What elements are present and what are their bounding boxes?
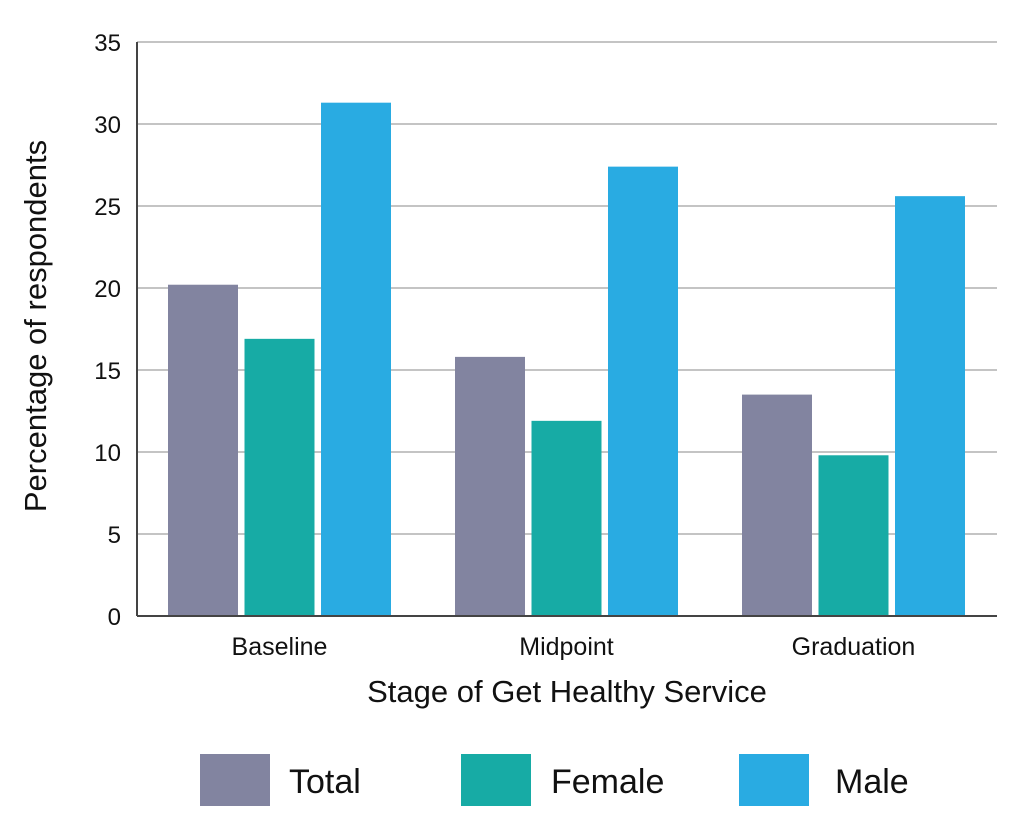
y-axis-title: Percentage of respondents [18,140,53,512]
bar-male-midpoint [608,166,678,616]
bar-total-midpoint [455,356,525,616]
y-tick-label: 10 [94,440,121,467]
bar-total-baseline [168,284,238,616]
x-tick-label: Baseline [232,633,328,661]
legend: Total Female Male [200,754,909,806]
y-axis-ticks: 0 5 10 15 20 25 30 35 [94,30,121,631]
y-tick-label: 25 [94,194,121,221]
legend-label-female: Female [551,763,664,801]
bar-male-baseline [321,102,391,617]
bar-male-graduation [895,196,965,616]
y-tick-label: 30 [94,112,121,139]
x-axis-ticks: Baseline Midpoint Graduation [232,633,916,661]
y-tick-label: 35 [94,30,121,57]
bar-female-baseline [244,338,315,616]
x-tick-label: Graduation [792,633,916,661]
y-tick-label: 15 [94,358,121,385]
bar-total-graduation [742,394,812,616]
legend-swatch-female [461,754,531,806]
legend-label-male: Male [835,763,909,801]
x-axis-title: Stage of Get Healthy Service [367,674,767,709]
y-tick-label: 0 [108,604,121,631]
y-tick-label: 20 [94,276,121,303]
bars [168,102,965,617]
y-tick-label: 5 [108,522,121,549]
legend-swatch-male [739,754,809,806]
x-tick-label: Midpoint [519,633,614,661]
legend-label-total: Total [289,763,361,801]
legend-swatch-total [200,754,270,806]
bar-female-graduation [818,455,889,616]
bar-female-midpoint [531,420,602,616]
